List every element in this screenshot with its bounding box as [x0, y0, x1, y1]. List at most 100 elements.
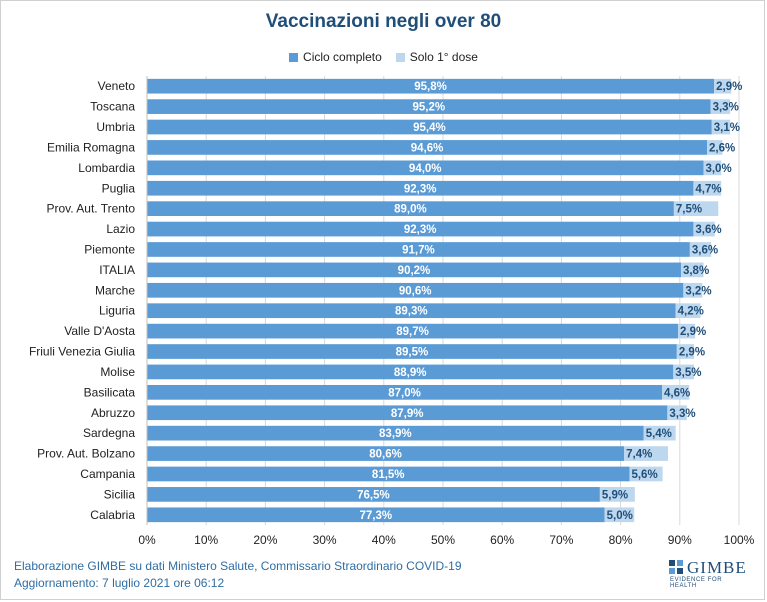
category-label: Prov. Aut. Bolzano	[37, 447, 135, 461]
category-label: Lombardia	[78, 161, 135, 175]
x-tick-label: 100%	[724, 533, 755, 547]
data-label-complete: 89,5%	[396, 347, 429, 359]
data-label-complete: 91,7%	[402, 244, 435, 256]
category-label: Abruzzo	[91, 406, 135, 420]
data-label-first-dose: 3,6%	[695, 224, 721, 236]
data-label-first-dose: 3,5%	[675, 367, 701, 379]
bar-first-dose	[707, 140, 723, 155]
bar-first-dose	[678, 323, 696, 339]
data-label-complete: 92,3%	[404, 224, 437, 236]
category-label: Friuli Venezia Giulia	[29, 345, 135, 359]
bar-complete	[147, 507, 605, 523]
data-label-complete: 94,6%	[411, 142, 444, 154]
bar-complete	[147, 487, 600, 502]
bar-first-dose	[711, 119, 731, 135]
legend-swatch-first-dose	[395, 52, 405, 62]
bar-complete	[147, 323, 679, 339]
bar-complete	[147, 425, 644, 441]
bar-first-dose	[676, 344, 695, 359]
data-label-complete: 89,0%	[394, 204, 427, 216]
bar-first-dose	[703, 160, 722, 176]
data-label-complete: 87,0%	[388, 387, 421, 399]
data-label-first-dose: 4,7%	[695, 183, 721, 195]
gimbe-logo: GIMBE EVIDENCE FOR HEALTH	[669, 558, 749, 589]
logo-tagline: EVIDENCE FOR HEALTH	[670, 577, 723, 589]
bar-complete	[147, 446, 625, 461]
data-label-first-dose: 3,1%	[714, 122, 740, 134]
data-label-first-dose: 7,4%	[626, 449, 652, 461]
data-label-first-dose: 4,6%	[664, 387, 690, 399]
legend-item-first-dose: Solo 1° dose	[395, 50, 478, 64]
data-label-first-dose: 2,9%	[679, 347, 705, 359]
data-label-first-dose: 3,3%	[669, 408, 695, 420]
bar-first-dose	[624, 446, 668, 461]
bar-first-dose	[710, 99, 731, 114]
bar-complete	[147, 78, 715, 94]
data-label-first-dose: 5,6%	[631, 469, 657, 481]
bar-first-dose	[680, 262, 704, 278]
data-label-complete: 94,0%	[409, 163, 442, 175]
category-label: Marche	[95, 283, 135, 297]
category-label: Molise	[100, 365, 135, 379]
bar-first-dose	[667, 405, 687, 421]
bar-complete	[147, 262, 681, 278]
bar-complete	[147, 180, 694, 196]
data-label-complete: 81,5%	[372, 469, 405, 481]
data-label-complete: 87,9%	[391, 408, 424, 420]
bar-complete	[147, 140, 708, 155]
bar-complete	[147, 344, 677, 359]
footer-source: Elaborazione GIMBE su dati Ministero Sal…	[14, 559, 462, 573]
bar-first-dose	[693, 180, 722, 196]
bar-first-dose	[673, 201, 719, 217]
bar-complete	[147, 119, 712, 135]
data-label-complete: 95,8%	[414, 81, 447, 93]
data-label-first-dose: 3,6%	[692, 244, 718, 256]
bar-complete	[147, 282, 684, 298]
data-label-complete: 83,9%	[379, 428, 412, 440]
chart-legend: Ciclo completo Solo 1° dose	[0, 50, 767, 64]
data-label-first-dose: 2,6%	[709, 142, 735, 154]
data-label-complete: 76,5%	[357, 489, 390, 501]
data-label-complete: 90,2%	[398, 265, 431, 277]
x-tick-label: 80%	[609, 533, 633, 547]
data-label-complete: 80,6%	[369, 449, 402, 461]
bar-complete	[147, 221, 694, 237]
bar-complete	[147, 384, 663, 400]
bar-first-dose	[714, 78, 732, 94]
data-label-complete: 92,3%	[404, 183, 437, 195]
bar-complete	[147, 201, 674, 217]
data-label-complete: 89,3%	[395, 306, 428, 318]
bar-first-dose	[675, 303, 701, 319]
data-label-first-dose: 2,9%	[680, 326, 706, 338]
x-tick-label: 60%	[490, 533, 514, 547]
bar-first-dose	[643, 425, 676, 441]
data-label-first-dose: 3,2%	[685, 285, 711, 297]
x-tick-label: 30%	[313, 533, 337, 547]
bar-first-dose	[689, 242, 712, 257]
data-label-complete: 88,9%	[394, 367, 427, 379]
bar-complete	[147, 160, 704, 176]
data-label-first-dose: 3,3%	[713, 102, 739, 114]
data-label-first-dose: 3,0%	[705, 163, 731, 175]
x-tick-label: 70%	[549, 533, 573, 547]
x-tick-label: 20%	[253, 533, 277, 547]
data-label-complete: 95,4%	[413, 122, 446, 134]
category-label: ITALIA	[99, 263, 135, 277]
category-label: Umbria	[96, 120, 135, 134]
logo-name: GIMBE	[687, 558, 747, 577]
category-label: Sardegna	[83, 426, 135, 440]
category-label: Piemonte	[84, 242, 135, 256]
category-label: Campania	[80, 467, 135, 481]
category-label: Toscana	[90, 100, 135, 114]
bar-complete	[147, 405, 668, 421]
data-label-complete: 90,6%	[399, 285, 432, 297]
legend-swatch-complete	[289, 52, 299, 62]
x-tick-label: 40%	[372, 533, 396, 547]
bar-complete	[147, 99, 711, 114]
x-tick-label: 50%	[431, 533, 455, 547]
data-label-first-dose: 5,4%	[646, 428, 672, 440]
category-label: Veneto	[98, 79, 136, 93]
data-label-first-dose: 5,9%	[602, 489, 628, 501]
bar-first-dose	[662, 384, 690, 400]
